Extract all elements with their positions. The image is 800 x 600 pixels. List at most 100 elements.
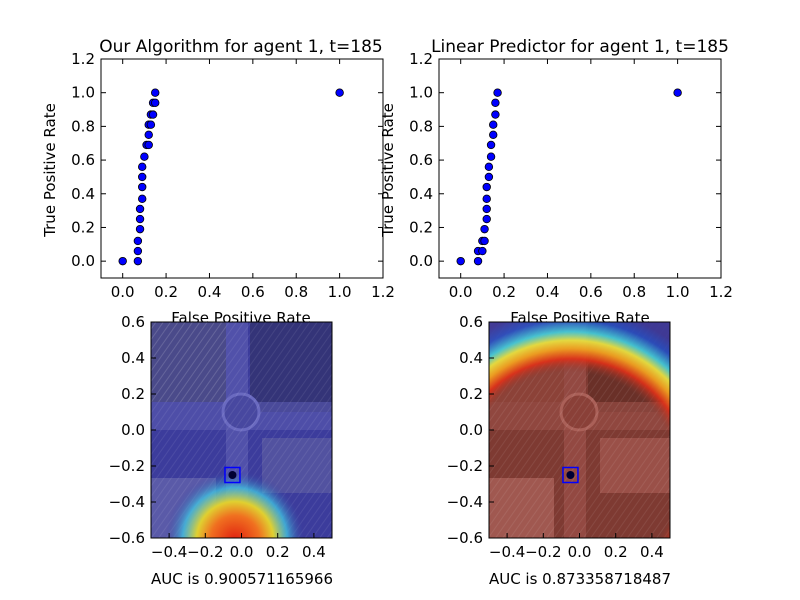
x-ticks: 0.0 0.2 0.4 0.6 0.8 1.0 1.2	[111, 59, 395, 301]
data-point	[138, 172, 147, 182]
data-point	[151, 98, 160, 107]
auc-caption: AUC is 0.900571165966	[151, 570, 333, 588]
data-point	[140, 152, 149, 161]
y-tick-label: −0.4	[109, 493, 145, 511]
data-point	[486, 140, 496, 150]
data-point	[133, 246, 143, 256]
data-points	[456, 88, 682, 266]
chart-title: Our Algorithm for agent 1, t=185	[99, 37, 382, 57]
y-tick-label: 1.2	[409, 50, 433, 68]
data-point	[482, 214, 491, 224]
x-tick-label: 0.4	[198, 283, 222, 301]
y-tick-label: 0.4	[459, 349, 483, 367]
y-tick-label: 0.8	[71, 117, 95, 135]
data-point	[489, 120, 498, 129]
data-point	[456, 256, 465, 266]
x-tick-label: 0.8	[622, 283, 646, 301]
x-tick-label: 0.2	[604, 543, 628, 561]
data-point	[480, 236, 489, 246]
y-tick-label: 0.0	[71, 252, 95, 270]
x-tick-label: 0.4	[536, 283, 560, 301]
y-tick-label: 0.4	[121, 349, 145, 367]
y-tick-label: 0.6	[409, 151, 433, 169]
data-point	[473, 256, 483, 266]
x-ticks: −0.4 −0.2 0.0 0.2 0.4	[151, 533, 326, 561]
y-tick-label: −0.4	[447, 493, 483, 511]
y-ticks: −0.6 −0.4 −0.2 0.0 0.2 0.4 0.6	[447, 313, 494, 547]
data-point	[491, 110, 500, 119]
plot-frame	[100, 58, 384, 279]
data-point	[482, 182, 491, 192]
x-tick-label: −0.2	[187, 543, 223, 561]
agent-marker-box	[562, 466, 579, 484]
y-tick-label: 1.0	[409, 84, 433, 102]
agent-marker-dot	[566, 471, 575, 479]
y-tick-label: 0.2	[409, 218, 433, 236]
y-axis-label: True Positive Rate	[379, 103, 397, 238]
x-tick-label: 0.2	[266, 543, 290, 561]
roc-plot-linear-predictor: 0.0 0.2 0.4 0.6 0.8 1.0 1.2 0.0 0.2 0.4 0.6 0.8 1.0…	[379, 37, 733, 327]
auc-caption: AUC is 0.873358718487	[489, 570, 671, 588]
roc-plot-our-algorithm: 0.0 0.2 0.4 0.6 0.8 1.0 1.2 0.0 0.2 0.4 0.6 0.8 1.0…	[41, 37, 395, 327]
x-ticks: 0.0 0.2 0.4 0.6 0.8 1.0 1.2	[449, 59, 733, 301]
data-point	[482, 194, 491, 204]
y-tick-label: 0.0	[409, 252, 433, 270]
x-tick-label: 0.0	[449, 283, 473, 301]
heat-overlay	[489, 322, 670, 538]
heatmap-linear-predictor: −0.6−0.4−0.20.00.20.40.6 −0.4 −0.2 0.0 0.2 0…	[447, 313, 671, 588]
data-point	[118, 256, 127, 266]
x-tick-label: 0.6	[241, 283, 265, 301]
data-point	[480, 224, 489, 234]
x-tick-label: 0.2	[154, 283, 178, 301]
agent-marker-box	[224, 466, 241, 484]
x-tick-label: 0.8	[284, 283, 308, 301]
data-point	[484, 162, 494, 172]
x-tick-label: 0.0	[568, 543, 592, 561]
y-ticks: 0.0 0.2 0.4 0.6 0.8 1.0 1.2	[71, 50, 383, 270]
data-point	[135, 224, 145, 234]
x-tick-label: 1.0	[328, 283, 352, 301]
data-point	[491, 98, 500, 107]
x-tick-label: 1.0	[666, 283, 690, 301]
x-tick-label: −0.2	[525, 543, 561, 561]
x-tick-label: 0.2	[492, 283, 516, 301]
data-points	[118, 88, 344, 266]
y-tick-label: 1.0	[71, 84, 95, 102]
x-tick-label: 0.0	[230, 543, 254, 561]
data-point	[482, 204, 491, 214]
y-axis-label: True Positive Rate	[41, 103, 59, 238]
y-tick-label: 0.6	[71, 151, 95, 169]
data-point	[335, 88, 344, 97]
y-tick-label: 0.8	[409, 117, 433, 135]
y-tick-label: 0.2	[121, 385, 145, 403]
x-tick-label: 0.0	[111, 283, 135, 301]
y-tick-label: 0.2	[71, 218, 95, 236]
y-tick-label: 0.0	[459, 421, 483, 439]
x-ticks: −0.4 −0.2 0.0 0.2 0.4	[489, 533, 664, 561]
y-tick-label: 0.4	[409, 185, 433, 203]
x-tick-label: 0.4	[640, 543, 664, 561]
chart-title: Linear Predictor for agent 1, t=185	[431, 37, 729, 57]
data-point	[146, 120, 156, 129]
y-tick-label: 0.2	[459, 385, 483, 403]
x-tick-label: 0.6	[579, 283, 603, 301]
data-point	[493, 88, 502, 97]
data-point	[484, 172, 494, 182]
heat-overlay	[151, 322, 332, 538]
y-tick-label: −0.2	[447, 457, 483, 475]
data-point	[135, 204, 145, 214]
y-tick-label: 1.2	[71, 50, 95, 68]
data-point	[138, 194, 147, 204]
y-tick-label: −0.2	[109, 457, 145, 475]
y-ticks: −0.6 −0.4 −0.2 0.0 0.2 0.4 0.6	[109, 313, 156, 547]
y-tick-label: 0.6	[121, 313, 145, 331]
x-tick-label: 1.2	[709, 283, 733, 301]
data-point	[489, 130, 498, 140]
data-point	[133, 236, 143, 246]
data-point	[144, 130, 153, 140]
data-point	[133, 256, 143, 266]
data-point	[135, 214, 145, 224]
y-tick-label: 0.0	[121, 421, 145, 439]
data-point	[151, 88, 160, 97]
x-tick-label: 1.2	[371, 283, 395, 301]
